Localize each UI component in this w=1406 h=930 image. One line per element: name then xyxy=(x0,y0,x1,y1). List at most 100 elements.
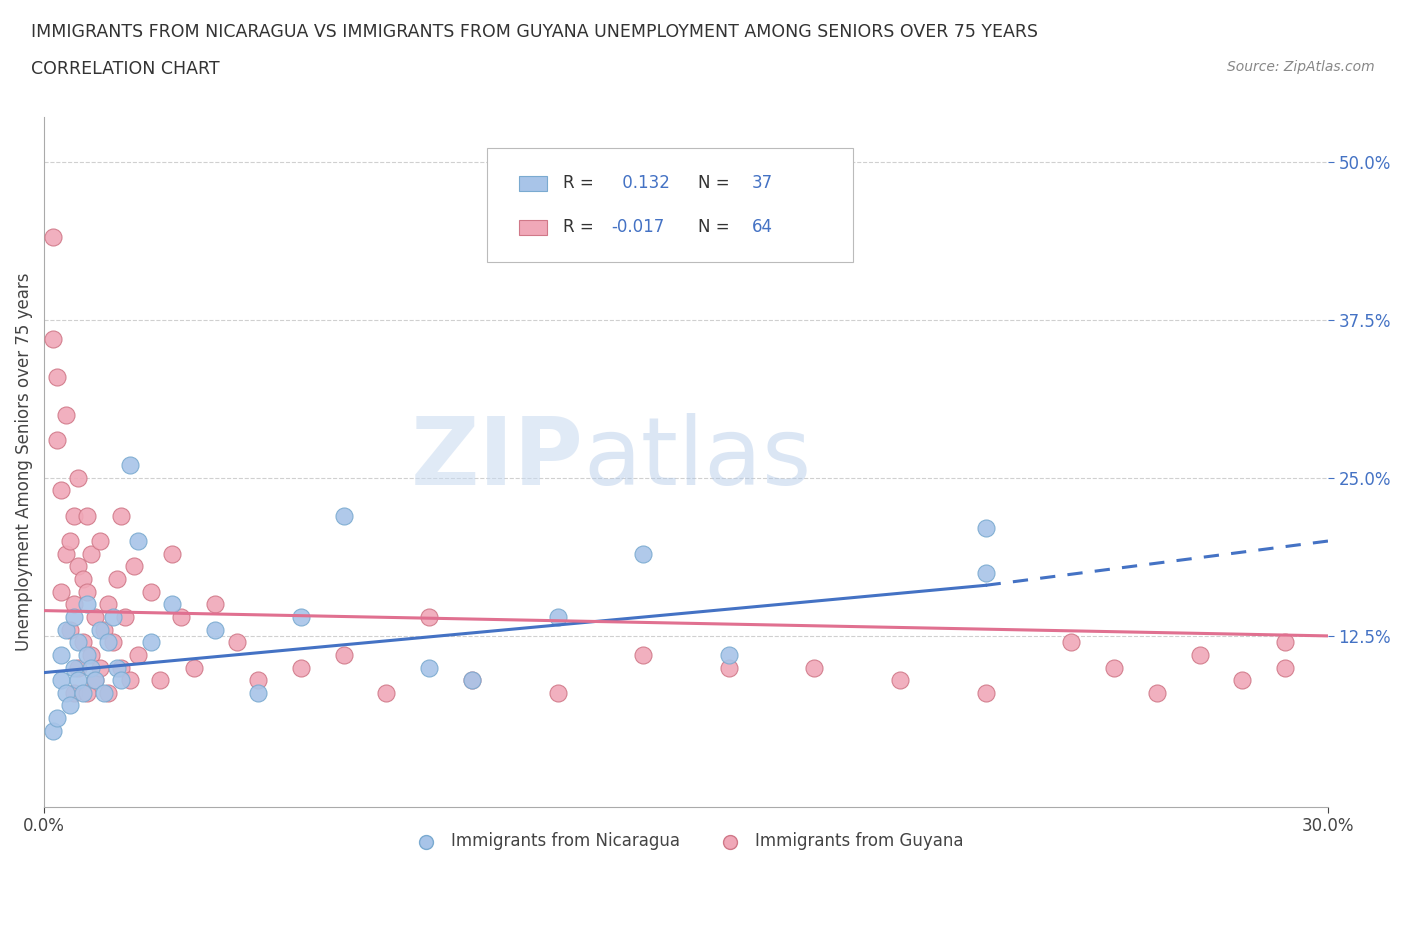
Point xyxy=(101,609,124,624)
Text: Source: ZipAtlas.com: Source: ZipAtlas.com xyxy=(1227,60,1375,74)
Point xyxy=(51,483,73,498)
Point xyxy=(72,685,94,700)
Point xyxy=(89,660,111,675)
Text: 37: 37 xyxy=(752,174,773,193)
Point xyxy=(974,685,997,700)
FancyBboxPatch shape xyxy=(486,148,853,262)
Point xyxy=(97,635,120,650)
Point xyxy=(55,407,77,422)
Point xyxy=(41,331,63,346)
Point xyxy=(225,635,247,650)
Point xyxy=(46,711,69,725)
Point xyxy=(80,660,103,675)
Point xyxy=(375,685,398,700)
Point xyxy=(247,685,270,700)
Text: ZIP: ZIP xyxy=(411,413,583,505)
Point xyxy=(1102,660,1125,675)
Point xyxy=(717,647,740,662)
Point xyxy=(76,597,98,612)
Point xyxy=(101,635,124,650)
Point xyxy=(97,597,120,612)
Point xyxy=(162,546,184,561)
Point xyxy=(127,534,149,549)
Point xyxy=(59,534,82,549)
Point xyxy=(84,609,107,624)
Point xyxy=(55,685,77,700)
Point xyxy=(122,559,145,574)
Point xyxy=(1188,647,1211,662)
Point xyxy=(127,647,149,662)
Point xyxy=(63,660,86,675)
Point xyxy=(51,647,73,662)
Point xyxy=(59,622,82,637)
Point xyxy=(889,672,911,687)
Point xyxy=(41,230,63,245)
FancyBboxPatch shape xyxy=(519,176,547,191)
Text: IMMIGRANTS FROM NICARAGUA VS IMMIGRANTS FROM GUYANA UNEMPLOYMENT AMONG SENIORS O: IMMIGRANTS FROM NICARAGUA VS IMMIGRANTS … xyxy=(31,23,1038,41)
Point xyxy=(46,369,69,384)
Point xyxy=(1146,685,1168,700)
Point xyxy=(72,635,94,650)
Point xyxy=(183,660,205,675)
Point xyxy=(63,597,86,612)
Point xyxy=(418,609,440,624)
Point xyxy=(1232,672,1254,687)
Point xyxy=(93,685,115,700)
Point xyxy=(110,509,132,524)
Point xyxy=(1274,660,1296,675)
Point xyxy=(170,609,193,624)
Point xyxy=(461,672,484,687)
Point xyxy=(67,559,90,574)
Point xyxy=(631,647,654,662)
Point xyxy=(110,660,132,675)
Text: 0.132: 0.132 xyxy=(617,174,669,193)
Point xyxy=(717,660,740,675)
Point xyxy=(89,534,111,549)
Legend: Immigrants from Nicaragua, Immigrants from Guyana: Immigrants from Nicaragua, Immigrants fr… xyxy=(402,826,970,857)
Point xyxy=(247,672,270,687)
Text: CORRELATION CHART: CORRELATION CHART xyxy=(31,60,219,78)
Text: R =: R = xyxy=(562,174,599,193)
FancyBboxPatch shape xyxy=(519,219,547,234)
Point xyxy=(67,672,90,687)
Point xyxy=(149,672,172,687)
Point xyxy=(97,685,120,700)
Point xyxy=(547,609,569,624)
Point xyxy=(80,546,103,561)
Text: R =: R = xyxy=(562,219,599,236)
Point xyxy=(139,584,162,599)
Text: 64: 64 xyxy=(752,219,772,236)
Point xyxy=(67,471,90,485)
Point xyxy=(139,635,162,650)
Point xyxy=(51,584,73,599)
Point xyxy=(118,458,141,472)
Point xyxy=(114,609,136,624)
Text: N =: N = xyxy=(697,219,734,236)
Point xyxy=(803,660,825,675)
Point xyxy=(461,672,484,687)
Point xyxy=(63,509,86,524)
Point xyxy=(418,660,440,675)
Point xyxy=(63,609,86,624)
Text: -0.017: -0.017 xyxy=(612,219,665,236)
Text: atlas: atlas xyxy=(583,413,811,505)
Point xyxy=(204,622,226,637)
Point xyxy=(89,622,111,637)
Point xyxy=(105,572,128,587)
Point xyxy=(67,635,90,650)
Point xyxy=(84,672,107,687)
Point xyxy=(55,622,77,637)
Point xyxy=(59,698,82,713)
Point xyxy=(76,685,98,700)
Point xyxy=(204,597,226,612)
Point xyxy=(76,584,98,599)
Point xyxy=(46,432,69,447)
Point xyxy=(76,647,98,662)
Point xyxy=(332,647,354,662)
Point xyxy=(93,622,115,637)
Point xyxy=(67,660,90,675)
Point xyxy=(76,509,98,524)
Point xyxy=(84,672,107,687)
Point xyxy=(547,685,569,700)
Point xyxy=(332,509,354,524)
